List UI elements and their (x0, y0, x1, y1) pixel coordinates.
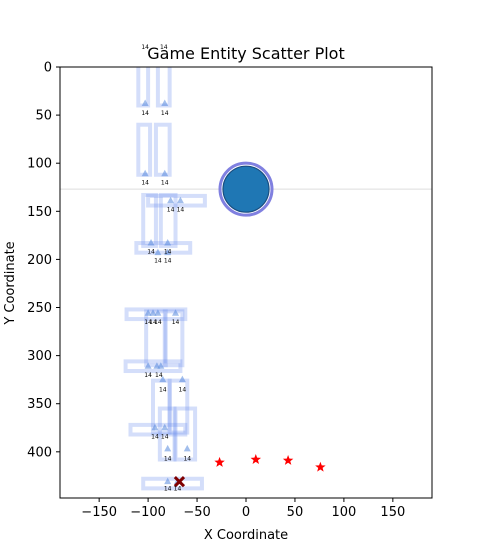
y-tick-label: 350 (27, 397, 52, 412)
x-axis: −150 −100 −50 0 50 100 150 (81, 498, 405, 520)
triangle-marker (164, 444, 172, 452)
point-annotation: 14 (164, 257, 172, 264)
point-annotation: 14 (161, 110, 169, 117)
point-annotation: 14 (167, 206, 175, 213)
point-annotation: 14 (172, 319, 180, 326)
triangle-marker (161, 423, 169, 431)
wall-rect (134, 241, 193, 255)
plot-area (60, 67, 432, 491)
point-annotation: 14 (174, 485, 182, 492)
triangle-marker (151, 423, 159, 431)
point-annotation: 14 (179, 386, 187, 393)
wall-rect (141, 476, 204, 491)
point-annotation: 14 (161, 179, 169, 186)
point-annotation: 14 (161, 433, 169, 440)
star-marker (315, 461, 326, 472)
x-tick-label: 100 (331, 505, 356, 520)
point-annotation: 14 (141, 44, 149, 51)
x-tick-label: −100 (130, 505, 166, 520)
y-axis: 0 50 100 150 200 250 300 350 400 (27, 61, 60, 460)
triangle-marker (141, 169, 149, 177)
y-axis-label: Y Coordinate (3, 241, 18, 325)
point-annotation: 14 (183, 456, 191, 463)
star-marker (282, 454, 294, 465)
triangle-marker (172, 309, 180, 316)
wall-rect (124, 307, 188, 322)
wall-rect (167, 378, 190, 435)
point-annotation: 14 (141, 179, 149, 186)
triangle-marker (159, 375, 167, 383)
y-tick-label: 50 (35, 109, 52, 124)
point-annotation: 14 (160, 44, 168, 51)
wall-rect (146, 193, 207, 208)
triangle-marker (164, 239, 172, 246)
point-annotation: 14 (164, 456, 172, 463)
y-tick-label: 100 (27, 157, 52, 172)
triangle-marker (178, 375, 186, 383)
x-tick-label: 150 (380, 505, 405, 520)
wall-rect (123, 359, 183, 374)
cross-marker (173, 476, 186, 488)
triangle-marker (167, 196, 175, 204)
triangle-marker (147, 239, 155, 246)
triangle-marker (161, 169, 169, 177)
point-annotation: 14 (154, 257, 162, 264)
wall-rect (173, 406, 198, 462)
triangle-marker (144, 362, 152, 369)
wall-rect (141, 192, 158, 248)
x-tick-label: 0 (242, 505, 250, 520)
x-tick-label: 50 (287, 505, 304, 520)
y-tick-label: 150 (27, 205, 52, 220)
wall-rect (158, 192, 178, 248)
star-marker (214, 456, 225, 467)
y-tick-label: 0 (44, 61, 52, 76)
wall-rect (157, 406, 177, 462)
triangle-marker (157, 362, 165, 369)
x-tick-label: −150 (81, 505, 117, 520)
player-marker (222, 165, 270, 213)
star-marker (250, 454, 262, 464)
point-annotation: 14 (144, 319, 152, 326)
point-annotation: 14 (154, 319, 162, 326)
x-tick-label: −50 (183, 505, 210, 520)
point-annotation: 14 (147, 249, 155, 256)
point-annotation: 14 (151, 433, 159, 440)
point-annotation: 14 (164, 485, 172, 492)
y-tick-label: 200 (27, 253, 52, 268)
y-tick-label: 400 (27, 445, 52, 460)
triangle-marker (141, 99, 149, 107)
wall-rect (128, 422, 188, 437)
point-annotation: 14 (144, 372, 152, 379)
player-ring (218, 161, 274, 217)
chart-title: Game Entity Scatter Plot (147, 44, 344, 63)
point-annotation: 14 (164, 249, 172, 256)
point-annotation: 14 (159, 386, 167, 393)
plot-frame (59, 66, 433, 499)
triangle-marker (149, 309, 157, 316)
triangle-marker (164, 477, 172, 485)
y-tick-label: 300 (27, 349, 52, 364)
y-tick-label: 250 (27, 301, 52, 316)
point-annotation: 14 (141, 110, 149, 117)
triangle-marker (176, 196, 184, 204)
triangle-marker (161, 99, 169, 107)
triangle-marker (183, 444, 191, 452)
wall-rect (162, 309, 185, 368)
point-annotation: 14 (149, 319, 157, 326)
triangle-marker (144, 309, 152, 316)
point-annotation: 14 (155, 372, 163, 379)
triangle-marker (154, 309, 162, 316)
x-axis-label: X Coordinate (204, 528, 288, 543)
triangle-marker (154, 248, 162, 256)
triangle-marker (164, 248, 172, 256)
point-annotation: 14 (177, 206, 185, 213)
